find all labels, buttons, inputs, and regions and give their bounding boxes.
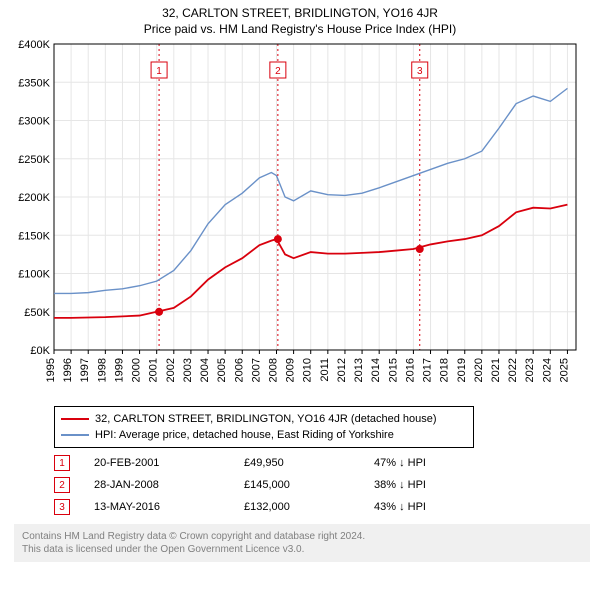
event-delta: 47% ↓ HPI (374, 452, 426, 474)
event-date: 28-JAN-2008 (94, 474, 244, 496)
svg-text:1999: 1999 (113, 358, 125, 382)
svg-text:£0K: £0K (30, 345, 50, 357)
svg-text:1996: 1996 (62, 358, 74, 382)
legend-swatch (61, 418, 89, 420)
svg-text:2007: 2007 (250, 358, 262, 382)
svg-text:2001: 2001 (148, 358, 160, 382)
svg-text:1997: 1997 (79, 358, 91, 382)
svg-text:£150K: £150K (18, 230, 50, 242)
svg-text:2022: 2022 (507, 358, 519, 382)
svg-text:2018: 2018 (439, 358, 451, 382)
svg-text:1998: 1998 (96, 358, 108, 382)
event-delta: 38% ↓ HPI (374, 474, 426, 496)
svg-text:2024: 2024 (541, 358, 553, 382)
page-title: 32, CARLTON STREET, BRIDLINGTON, YO16 4J… (0, 6, 600, 20)
legend-label: 32, CARLTON STREET, BRIDLINGTON, YO16 4J… (95, 413, 437, 425)
svg-text:2: 2 (275, 66, 281, 77)
event-price: £49,950 (244, 452, 374, 474)
svg-text:2016: 2016 (404, 358, 416, 382)
event-row: 1 20-FEB-2001£49,95047% ↓ HPI (54, 452, 426, 474)
svg-text:1995: 1995 (45, 358, 57, 382)
svg-text:£100K: £100K (18, 269, 50, 281)
svg-text:2021: 2021 (490, 358, 502, 382)
svg-text:2000: 2000 (131, 358, 143, 382)
event-delta: 43% ↓ HPI (374, 496, 426, 518)
svg-text:1: 1 (156, 66, 162, 77)
event-date: 13-MAY-2016 (94, 496, 244, 518)
svg-text:2020: 2020 (473, 358, 485, 382)
legend-label: HPI: Average price, detached house, East… (95, 429, 394, 441)
event-row: 3 13-MAY-2016£132,00043% ↓ HPI (54, 496, 426, 518)
event-badge: 3 (54, 499, 70, 515)
legend-item: HPI: Average price, detached house, East… (61, 427, 467, 443)
svg-text:£300K: £300K (18, 116, 50, 128)
event-badge: 2 (54, 477, 70, 493)
svg-text:£400K: £400K (18, 40, 50, 51)
svg-text:2010: 2010 (302, 358, 314, 382)
svg-text:2019: 2019 (456, 358, 468, 382)
svg-text:2012: 2012 (336, 358, 348, 382)
footer-attribution: Contains HM Land Registry data © Crown c… (14, 524, 590, 562)
svg-text:2003: 2003 (182, 358, 194, 382)
events-table: 1 20-FEB-2001£49,95047% ↓ HPI 2 28-JAN-2008… (54, 452, 590, 518)
svg-text:2002: 2002 (165, 358, 177, 382)
svg-text:£50K: £50K (24, 307, 50, 319)
svg-text:3: 3 (417, 66, 423, 77)
svg-text:2006: 2006 (233, 358, 245, 382)
svg-text:2008: 2008 (267, 358, 279, 382)
footer-line1: Contains HM Land Registry data © Crown c… (22, 530, 582, 543)
svg-text:2005: 2005 (216, 358, 228, 382)
svg-text:2015: 2015 (387, 358, 399, 382)
event-badge: 1 (54, 455, 70, 471)
svg-text:£200K: £200K (18, 192, 50, 204)
svg-text:2025: 2025 (558, 358, 570, 382)
svg-text:£350K: £350K (18, 77, 50, 89)
price-chart: £0K £50K £100K £150K £200K £250K £300K £350K £40… (10, 40, 584, 400)
page-subtitle: Price paid vs. HM Land Registry's House … (0, 22, 600, 36)
svg-text:2013: 2013 (353, 358, 365, 382)
event-price: £145,000 (244, 474, 374, 496)
legend-item: 32, CARLTON STREET, BRIDLINGTON, YO16 4J… (61, 411, 467, 427)
event-price: £132,000 (244, 496, 374, 518)
legend: 32, CARLTON STREET, BRIDLINGTON, YO16 4J… (54, 406, 474, 448)
event-row: 2 28-JAN-2008£145,00038% ↓ HPI (54, 474, 426, 496)
svg-text:2017: 2017 (422, 358, 434, 382)
footer-line2: This data is licensed under the Open Gov… (22, 543, 582, 556)
svg-text:£250K: £250K (18, 154, 50, 166)
svg-text:2009: 2009 (285, 358, 297, 382)
svg-text:2023: 2023 (524, 358, 536, 382)
svg-text:2014: 2014 (370, 358, 382, 382)
svg-text:2004: 2004 (199, 358, 211, 382)
event-date: 20-FEB-2001 (94, 452, 244, 474)
legend-swatch (61, 434, 89, 436)
svg-text:2011: 2011 (319, 358, 331, 382)
